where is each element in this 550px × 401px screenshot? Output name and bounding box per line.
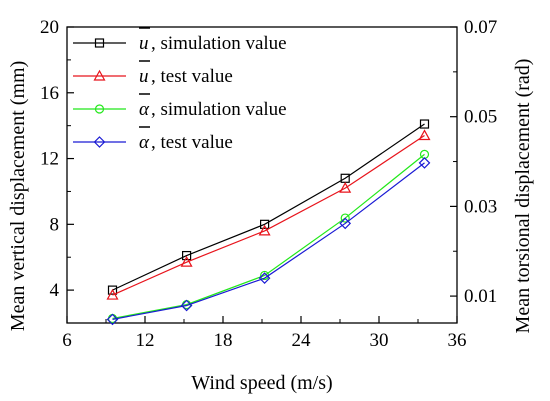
- series-1: [107, 119, 430, 295]
- data-point: [419, 119, 430, 129]
- data-point: [339, 217, 352, 230]
- legend-item-2: u, test value: [73, 60, 233, 87]
- legend-marker: [94, 38, 105, 48]
- legend-label: , test value: [151, 66, 233, 87]
- x-tick-label: 24: [292, 330, 312, 351]
- legend-label: , simulation value: [151, 33, 287, 54]
- legend-symbol: u: [139, 66, 149, 87]
- y-tick-label: 12: [40, 149, 59, 170]
- data-point: [258, 272, 271, 285]
- series-line: [112, 135, 425, 296]
- legend-symbol: u: [139, 33, 149, 54]
- data-point: [180, 255, 193, 267]
- series-4: [106, 157, 431, 326]
- legend-label: , simulation value: [151, 99, 287, 120]
- y2-axis-title: Mean torsional displacement (rad): [512, 59, 534, 334]
- legend-item-4: α, test value: [73, 126, 233, 153]
- series-2: [106, 129, 431, 300]
- y-tick-label: 16: [40, 83, 59, 104]
- x-tick-label: 6: [62, 330, 72, 351]
- y2-tick-label: 0.01: [464, 286, 497, 307]
- legend-symbol: α: [139, 132, 150, 153]
- series-line: [112, 123, 425, 291]
- legend-symbol: α: [139, 99, 150, 120]
- legend-marker: [93, 69, 106, 81]
- legend-marker: [94, 104, 105, 114]
- x-tick-label: 36: [448, 330, 467, 351]
- y2-tick-label: 0.07: [464, 17, 497, 38]
- legend-label: , test value: [151, 132, 233, 153]
- data-point: [258, 224, 271, 236]
- legend-item-1: u, simulation value: [73, 27, 287, 54]
- legend-marker: [93, 136, 106, 148]
- y2-axis-ticks: 0.01 0.03 0.05 0.07: [450, 17, 497, 307]
- data-point: [418, 157, 431, 169]
- data-point: [180, 299, 193, 312]
- legend-item-3: α, simulation value: [73, 93, 287, 120]
- y-axis-ticks: 4 8 12 16 20: [40, 17, 74, 324]
- y-tick-label: 8: [50, 214, 60, 235]
- x-tick-label: 18: [214, 330, 233, 351]
- series-3: [107, 149, 430, 324]
- x-tick-label: 30: [370, 330, 389, 351]
- data-point: [340, 213, 350, 223]
- data-point: [339, 181, 352, 193]
- y-tick-label: 20: [40, 17, 59, 38]
- y-axis-title: Mean vertical displacement (mm): [7, 61, 29, 331]
- y2-tick-label: 0.05: [464, 107, 497, 128]
- data-point: [418, 129, 431, 141]
- series-line: [112, 153, 425, 320]
- data-point: [106, 313, 119, 326]
- data-point: [106, 288, 119, 300]
- data-point: [107, 285, 118, 295]
- y2-tick-label: 0.03: [464, 196, 497, 217]
- series-layer: [106, 119, 431, 326]
- data-point: [260, 219, 270, 229]
- data-point: [182, 250, 192, 261]
- series-line: [112, 162, 425, 321]
- x-axis-ticks: 6 12 18 24 30 36: [62, 316, 467, 351]
- y-tick-label: 4: [50, 280, 60, 301]
- x-tick-label: 12: [136, 330, 155, 351]
- x-axis-title: Wind speed (m/s): [191, 372, 332, 394]
